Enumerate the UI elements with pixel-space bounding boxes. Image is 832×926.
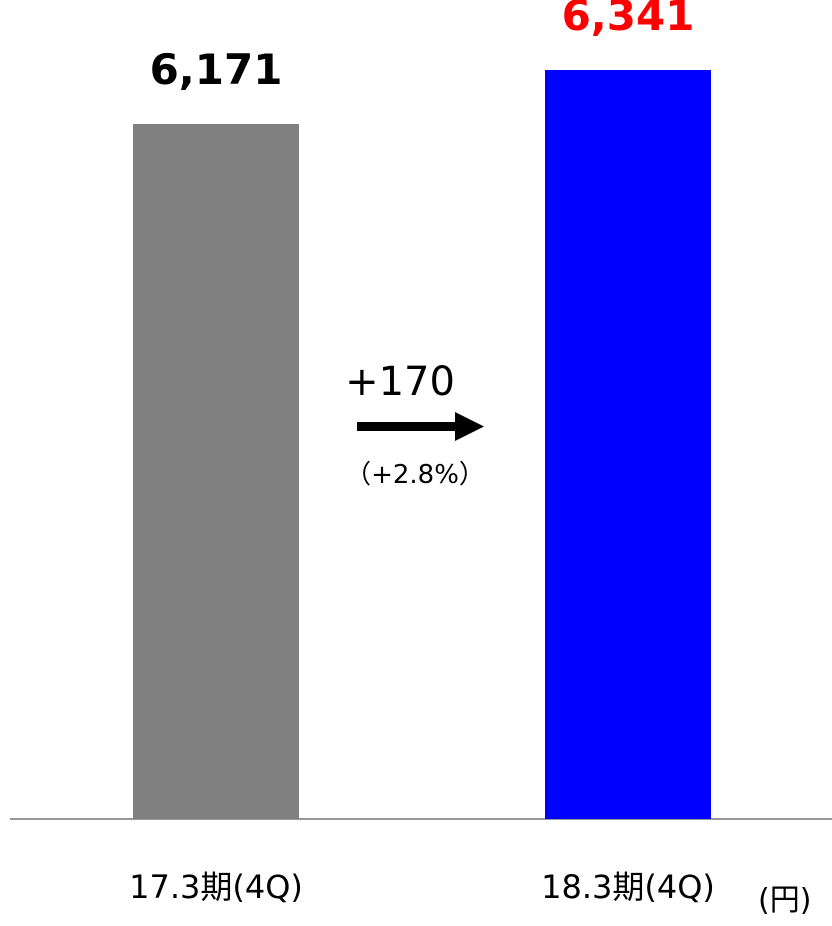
change-amount-label: +170 (345, 359, 455, 405)
bar-value-label-1: 6,171 (150, 45, 283, 94)
bars-group (133, 70, 711, 819)
category-labels-group: 17.3期(4Q) 18.3期(4Q) (129, 868, 715, 906)
bar-2 (545, 70, 711, 819)
category-label-1: 17.3期(4Q) (129, 868, 303, 906)
unit-label: (円) (758, 883, 811, 918)
bar-value-label-2: 6,341 (562, 0, 695, 40)
change-percent-label: （+2.8%） (345, 460, 485, 490)
arrow-right-icon (357, 412, 484, 441)
bar-1 (133, 124, 299, 819)
value-labels-group: 6,171 6,341 (150, 0, 695, 94)
category-label-2: 18.3期(4Q) (541, 868, 715, 906)
